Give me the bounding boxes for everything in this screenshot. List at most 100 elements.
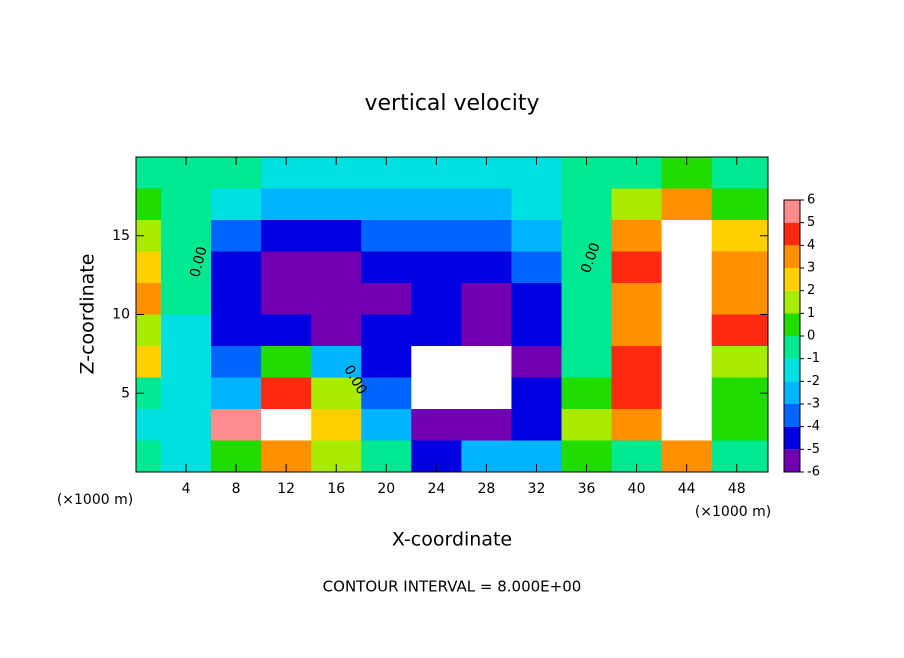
field-cell (136, 251, 162, 284)
x-tick-label: 44 (678, 481, 696, 497)
field-cell (661, 346, 713, 378)
x-unit-label: (×1000 m) (57, 492, 133, 508)
field-cell (461, 377, 512, 410)
field-cell (661, 283, 713, 315)
field-cell (461, 346, 512, 378)
field-cell (411, 314, 462, 347)
field-cell (561, 188, 613, 221)
field-cell (511, 377, 563, 410)
x-tick-label: 12 (277, 481, 295, 497)
field-cell (461, 220, 512, 252)
field-cell (561, 220, 613, 252)
field-cell (136, 157, 162, 189)
field-cell (261, 409, 312, 441)
x-tick-label: 28 (478, 481, 496, 497)
x-tick-label: 20 (377, 481, 395, 497)
field-cell (511, 409, 563, 441)
field-cell (361, 283, 412, 315)
field-cell (561, 251, 613, 284)
field-cell (511, 188, 563, 221)
field-cell (136, 409, 162, 441)
x-tick-label: 32 (528, 481, 546, 497)
field-cell (511, 346, 563, 378)
field-cell (411, 220, 462, 252)
colorbar-band (784, 358, 800, 382)
colorbar-band (784, 222, 800, 246)
x-tick-label: 24 (427, 481, 445, 497)
field-cell (211, 251, 262, 284)
field-cell (361, 314, 412, 347)
field-cell (161, 409, 212, 441)
field-cell (661, 188, 713, 221)
colorbar-tick-label: -2 (807, 374, 820, 389)
field-cell (211, 409, 262, 441)
field-cell (511, 314, 563, 347)
colorbar-band (784, 200, 800, 223)
colorbar-tick-label: 6 (807, 193, 815, 208)
field-cell (311, 409, 362, 441)
field-cell (661, 251, 713, 284)
field-cell (711, 346, 768, 378)
y-tick-label: 15 (112, 228, 130, 244)
field (136, 157, 768, 472)
field-cell (161, 220, 212, 252)
field-cell (611, 251, 663, 284)
field-cell (461, 188, 512, 221)
field-cell (361, 251, 412, 284)
field-cell (211, 346, 262, 378)
field-cell (161, 377, 212, 410)
field-cell (461, 409, 512, 441)
y-tick-label: 5 (121, 385, 130, 401)
field-cell (711, 188, 768, 221)
field-cell (136, 314, 162, 347)
colorbar-band (784, 245, 800, 268)
x-tick-label: 8 (232, 481, 241, 497)
field-cell (136, 346, 162, 378)
colorbar-band (784, 336, 800, 359)
y-tick-label: 10 (112, 307, 130, 323)
field-cell (711, 409, 768, 441)
colorbar-band (784, 313, 800, 336)
colorbar-tick-label: 3 (807, 261, 815, 276)
field-cell (261, 377, 312, 410)
field-cell (561, 377, 613, 410)
field-cell (661, 220, 713, 252)
field-cell (211, 283, 262, 315)
colorbar-band (784, 404, 800, 427)
colorbar-tick-label: -3 (807, 397, 820, 412)
y-axis-label: Z-coordinate (77, 254, 99, 375)
field-cell (711, 440, 768, 472)
field-cell (661, 377, 713, 410)
field-cell (611, 314, 663, 347)
field-cell (411, 346, 462, 378)
field-cell (261, 346, 312, 378)
field-cell (611, 188, 663, 221)
field-cell (611, 283, 663, 315)
field-cell (511, 220, 563, 252)
colorbar-band (784, 381, 800, 404)
field-cell (461, 314, 512, 347)
x-tick-label: 16 (327, 481, 345, 497)
field-cell (361, 188, 412, 221)
field-cell (211, 220, 262, 252)
field-cell (611, 377, 663, 410)
colorbar-tick-label: 5 (807, 215, 815, 230)
field-cell (311, 346, 362, 378)
field-cell (411, 377, 462, 410)
field-cell (561, 346, 613, 378)
colorbar-tick-label: -4 (807, 419, 820, 434)
field-cell (136, 283, 162, 315)
field-cell (611, 346, 663, 378)
field-cell (661, 409, 713, 441)
x-tick-label: 36 (578, 481, 596, 497)
field-cell (261, 283, 312, 315)
colorbar-band (784, 449, 800, 472)
field-cell (711, 220, 768, 252)
field-cell (411, 283, 462, 315)
field-cell (161, 251, 212, 284)
field-cell (161, 283, 212, 315)
field-cell (136, 188, 162, 221)
field-cell (311, 377, 362, 410)
field-cell (311, 251, 362, 284)
